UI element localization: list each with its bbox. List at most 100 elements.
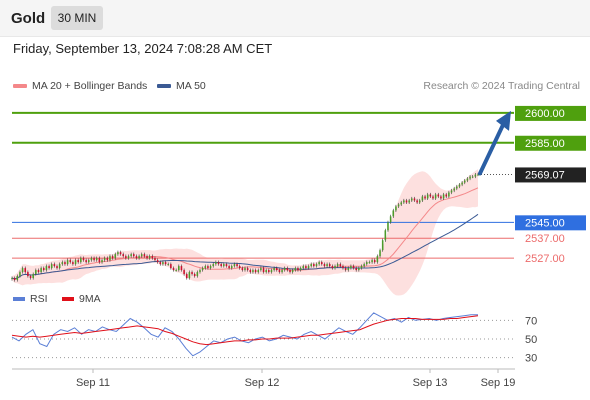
candle-body	[183, 270, 185, 275]
candle-body	[151, 256, 154, 259]
candle-body	[85, 260, 87, 263]
candle-body	[339, 264, 342, 267]
candle-body	[178, 266, 180, 271]
candle-body	[323, 264, 326, 267]
candle-body	[175, 270, 177, 272]
candle-body	[397, 204, 400, 207]
candle-body	[350, 266, 352, 269]
candle-body	[331, 266, 334, 269]
rsi-tick-50: 50	[525, 334, 537, 346]
candle-body	[426, 194, 429, 199]
candle-body	[442, 194, 445, 199]
candle-body	[421, 196, 424, 201]
candle-body	[273, 268, 275, 271]
candle-body	[35, 270, 37, 275]
candle-body	[474, 174, 477, 177]
rsi-line	[11, 312, 478, 357]
candle-body	[56, 266, 58, 269]
candle-body	[315, 264, 318, 267]
forecast-arrow-shaft	[478, 122, 505, 176]
candle-body	[466, 178, 469, 181]
candle-body	[424, 196, 426, 199]
forecast-arrow-head	[496, 110, 511, 131]
candle-body	[233, 264, 236, 267]
timeframe-button[interactable]: 30 MIN	[51, 6, 103, 30]
candle-body	[265, 270, 267, 273]
candle-body	[334, 266, 336, 269]
candle-body	[111, 256, 114, 259]
candle-body	[13, 278, 16, 281]
candle-body	[80, 258, 82, 263]
level-label-pivot-3: 2545.00	[525, 217, 565, 229]
rsi-tick-30: 30	[525, 353, 537, 365]
legend-rsi: RSI	[13, 293, 48, 305]
candle-body	[172, 268, 175, 271]
candle-body	[103, 258, 106, 261]
candle-body	[217, 262, 220, 265]
candle-body	[24, 268, 27, 273]
ma9-swatch	[62, 297, 74, 302]
rsi-swatch	[13, 297, 25, 302]
candle-body	[262, 268, 265, 273]
candle-body	[477, 174, 479, 176]
level-label-resistance-1: 2585.00	[525, 138, 565, 150]
candle-body	[413, 198, 416, 201]
candle-body	[387, 222, 389, 231]
candle-body	[411, 198, 413, 201]
legend-ma20: MA 20 + Bollinger Bands	[13, 80, 147, 92]
candle-body	[164, 262, 167, 265]
candle-body	[114, 254, 117, 259]
candle-body	[456, 186, 458, 189]
candle-body	[236, 264, 238, 267]
candle-body	[228, 266, 230, 269]
candle-body	[381, 240, 384, 251]
candle-body	[191, 272, 193, 275]
candle-body	[371, 260, 373, 263]
candle-body	[156, 260, 159, 263]
rsi-tick-70: 70	[525, 315, 537, 327]
candle-body	[82, 258, 85, 261]
candle-body	[405, 200, 408, 203]
level-label-support-5: 2527.00	[525, 253, 565, 265]
candle-body	[106, 258, 109, 261]
candle-body	[154, 258, 156, 261]
candle-body	[458, 184, 461, 187]
candle-body	[469, 176, 471, 179]
candle-body	[146, 256, 148, 259]
candle-body	[193, 274, 196, 277]
candle-body	[291, 270, 294, 273]
candle-body	[45, 266, 48, 271]
candle-body	[69, 260, 72, 263]
candle-body	[283, 268, 286, 271]
candle-body	[212, 264, 215, 267]
candle-body	[352, 266, 355, 269]
candle-body	[376, 256, 379, 263]
candle-body	[434, 194, 437, 199]
candle-body	[299, 268, 302, 271]
candle-body	[135, 256, 138, 259]
chart-header: Gold 30 MIN	[0, 0, 590, 37]
candle-body	[58, 264, 61, 269]
candle-body	[109, 256, 111, 261]
candle-body	[220, 264, 222, 267]
candle-body	[355, 268, 357, 271]
x-tick-label: Sep 13	[413, 377, 448, 389]
candle-body	[328, 264, 331, 267]
candle-body	[358, 268, 360, 271]
candle-body	[318, 262, 320, 265]
candle-body	[366, 262, 368, 265]
candle-body	[278, 270, 281, 273]
candle-body	[16, 276, 19, 281]
legend-ma20-label: MA 20 + Bollinger Bands	[32, 80, 148, 92]
candle-body	[252, 270, 254, 273]
candle-body	[188, 272, 191, 279]
legend-9ma-label: 9MA	[79, 293, 101, 305]
candle-body	[230, 266, 233, 269]
candle-body	[368, 262, 371, 264]
candle-body	[201, 268, 204, 271]
candle-body	[249, 270, 252, 273]
level-chip-resistance-1	[515, 135, 586, 151]
candle-body	[320, 262, 323, 265]
candle-body	[246, 268, 249, 271]
candle-body	[326, 264, 328, 267]
